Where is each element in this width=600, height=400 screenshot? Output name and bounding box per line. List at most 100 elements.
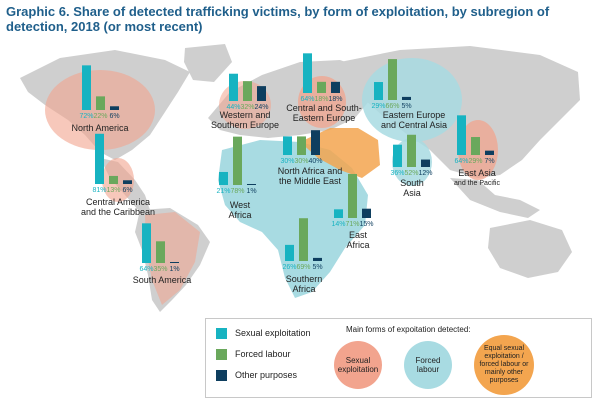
legend-item-other: Other purposes [216,370,298,382]
bar-eastern-europe-and-central-asia-forced [388,59,397,100]
label-south-asia-line1: South [400,178,424,188]
legend-item-forced: Forced labour [216,349,291,361]
label-east-asia-line2: and the Pacific [454,180,500,187]
data-label-south-asia-other: 12% [418,170,432,177]
data-label-north-africa-and-the-middle-east-forced: 30% [294,158,308,165]
label-western-europe-line1: Western and [220,110,271,120]
label-eastern-europe-line1: Eastern Europe [383,110,446,120]
legend-label-other: Other purposes [235,370,298,380]
data-label-eastern-europe-and-central-asia-other: 5% [401,103,411,110]
bar-central-america-and-the-caribbean-sexual [95,133,104,184]
bar-group-south-america: 64% 35% 1% [139,223,180,273]
data-label-south-america-sexual: 64% [139,266,153,273]
data-label-north-africa-and-the-middle-east-other: 40% [308,158,322,165]
data-label-central-and-south-eastern-europe-sexual: 64% [300,96,314,103]
bar-north-america-forced [96,96,105,110]
label-north-africa-line1: North Africa and [278,166,343,176]
data-label-east-africa-sexual: 14% [331,221,345,228]
chart-title: Graphic 6. Share of detected trafficking… [6,4,550,34]
data-label-central-america-and-the-caribbean-forced: 13% [106,187,120,194]
eastern-europe-region [362,58,462,142]
bar-group-central-america-and-the-caribbean: 81% 13% 6% [92,133,133,194]
data-label-central-america-and-the-caribbean-sexual: 81% [92,187,106,194]
bar-north-africa-and-the-middle-east-other [311,130,320,155]
data-label-west-africa-other: 1% [246,188,256,195]
legend-swatch-sexual [216,328,227,340]
bar-group-southern-africa: 26% 69% 5% [282,218,323,271]
bar-group-eastern-europe-and-central-asia: 29% 66% 5% [371,59,412,110]
data-label-east-asia-and-the-pacific-forced: 29% [468,158,482,165]
southeast-asia-land [450,178,540,218]
data-label-north-america-forced: 22% [93,113,107,120]
bar-west-africa-other [247,184,256,185]
label-west-africa-line1: West [230,200,251,210]
data-label-western-and-southern-europe-forced: 32% [240,104,254,111]
bar-south-asia-sexual [393,144,402,167]
label-north-america: North America [71,123,128,133]
bar-eastern-europe-and-central-asia-other [402,96,411,100]
legend-item-sexual: Sexual exploitation [216,328,311,340]
data-label-east-africa-other: 15% [359,221,373,228]
bar-south-america-other [170,262,179,263]
data-label-east-africa-forced: 71% [345,221,359,228]
data-label-central-and-south-eastern-europe-other: 18% [328,96,342,103]
data-label-southern-africa-other: 5% [312,264,322,271]
bar-north-africa-and-the-middle-east-sexual [283,136,292,155]
data-label-north-america-other: 6% [109,113,119,120]
legend-circle-sexual: Sexual exploitation [334,341,382,389]
legend-circle-forced-label: Forced labour [415,356,441,374]
bar-central-and-south-eastern-europe-other [331,81,340,93]
label-central-america-line2: and the Caribbean [81,207,155,217]
bar-west-africa-sexual [219,171,228,185]
label-central-europe-line2: Eastern Europe [293,113,356,123]
data-label-central-and-south-eastern-europe-forced: 18% [314,96,328,103]
label-central-america-line1: Central America [86,197,150,207]
data-label-southern-africa-sexual: 26% [282,264,296,271]
bar-western-and-southern-europe-sexual [229,73,238,101]
legend-circle-sexual-label: Sexual exploitation [337,356,379,374]
data-label-west-africa-sexual: 21% [216,188,230,195]
bar-group-east-asia-and-the-pacific: 64% 29% 7% [454,115,495,165]
data-label-south-america-other: 1% [169,266,179,273]
label-western-europe-line2: Southern Europe [211,120,279,130]
bar-south-america-forced [156,241,165,263]
bar-east-asia-and-the-pacific-other [485,150,494,155]
australia-land [488,220,572,278]
label-east-africa-line1: East [349,230,368,240]
bar-group-east-africa: 14% 71% 15% [331,173,374,228]
africa-land [218,140,368,298]
legend-circle-equal-label: Equal sexual exploitation / forced labou… [479,345,529,384]
bar-east-africa-sexual [334,209,343,218]
bar-group-west-africa: 21% 78% 1% [216,136,257,195]
label-east-asia-line1: East Asia [458,168,496,178]
data-label-south-asia-forced: 52% [404,170,418,177]
data-label-western-and-southern-europe-sexual: 44% [226,104,240,111]
legend-main-forms-heading: Main forms of expoitation detected: [346,325,471,334]
data-label-south-america-forced: 35% [153,266,167,273]
data-label-western-and-southern-europe-other: 24% [254,104,268,111]
data-label-central-america-and-the-caribbean-other: 6% [122,187,132,194]
bar-east-africa-other [362,208,371,218]
bar-group-north-america: 72% 22% 6% [79,65,120,120]
legend-label-sexual: Sexual exploitation [235,328,311,338]
data-label-west-africa-forced: 78% [230,188,244,195]
data-label-southern-africa-forced: 69% [296,264,310,271]
data-label-eastern-europe-and-central-asia-forced: 66% [385,103,399,110]
data-label-eastern-europe-and-central-asia-sexual: 29% [371,103,385,110]
south-america-region [145,212,200,305]
label-west-africa-line2: Africa [228,210,251,220]
greenland-land [184,44,232,82]
bar-western-and-southern-europe-other [257,86,266,101]
bar-south-america-sexual [142,223,151,263]
bar-east-asia-and-the-pacific-forced [471,137,480,155]
label-southern-africa-line1: Southern [286,274,323,284]
data-label-east-asia-and-the-pacific-sexual: 64% [454,158,468,165]
bar-group-western-and-southern-europe: 44% 32% 24% [226,73,269,111]
bar-group-central-and-south-eastern-europe: 64% 18% 18% [300,53,343,103]
label-south-america: South America [133,275,192,285]
bar-central-and-south-eastern-europe-forced [317,81,326,93]
label-southern-africa-line2: Africa [292,284,315,294]
bar-southern-africa-other [313,257,322,261]
label-eastern-europe-line2: and Central Asia [381,120,447,130]
bar-west-africa-forced [233,136,242,185]
